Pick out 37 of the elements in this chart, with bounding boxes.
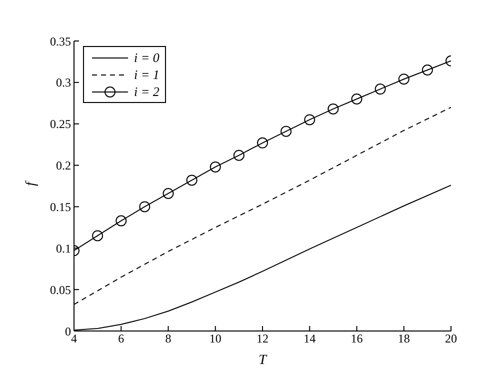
point <box>398 74 410 85</box>
x-tick-label: 6 <box>118 332 124 346</box>
x-tick-label: 12 <box>256 332 268 346</box>
legend-label: i = 1 <box>134 66 160 82</box>
point <box>233 150 244 161</box>
y-tick-label: 0.15 <box>50 200 71 214</box>
point <box>351 94 362 104</box>
y-tick-label: 0 <box>65 324 71 338</box>
y-tick-label: 0.35 <box>50 34 71 48</box>
y-tick-label: 0.1 <box>56 241 71 256</box>
point <box>257 137 268 148</box>
x-axis-title: T <box>258 353 268 368</box>
x-tick-label: 14 <box>304 332 316 346</box>
point <box>162 188 174 199</box>
point <box>304 114 316 126</box>
y-tick-label: 0.2 <box>56 158 71 173</box>
legend-label: i = 0 <box>134 50 160 66</box>
y-axis-title: f <box>24 180 39 186</box>
y-tick-label: 0.25 <box>50 117 71 132</box>
point <box>210 161 221 172</box>
point <box>374 84 386 95</box>
x-tick-label: 16 <box>350 332 363 346</box>
point <box>116 215 127 226</box>
point <box>280 126 292 137</box>
x-tick-label: 8 <box>165 332 172 346</box>
point <box>186 174 198 186</box>
x-tick-label: 20 <box>445 332 457 346</box>
y-tick-label: 0.05 <box>50 282 71 297</box>
x-tick-label: 10 <box>209 332 222 346</box>
point <box>328 103 339 114</box>
point <box>92 230 104 242</box>
point <box>139 201 150 212</box>
x-tick-label: 18 <box>398 332 410 346</box>
legend-label: i = 2 <box>134 84 160 100</box>
y-tick-label: 0.3 <box>56 76 71 90</box>
point <box>422 64 433 76</box>
x-tick-label: 4 <box>71 332 77 346</box>
